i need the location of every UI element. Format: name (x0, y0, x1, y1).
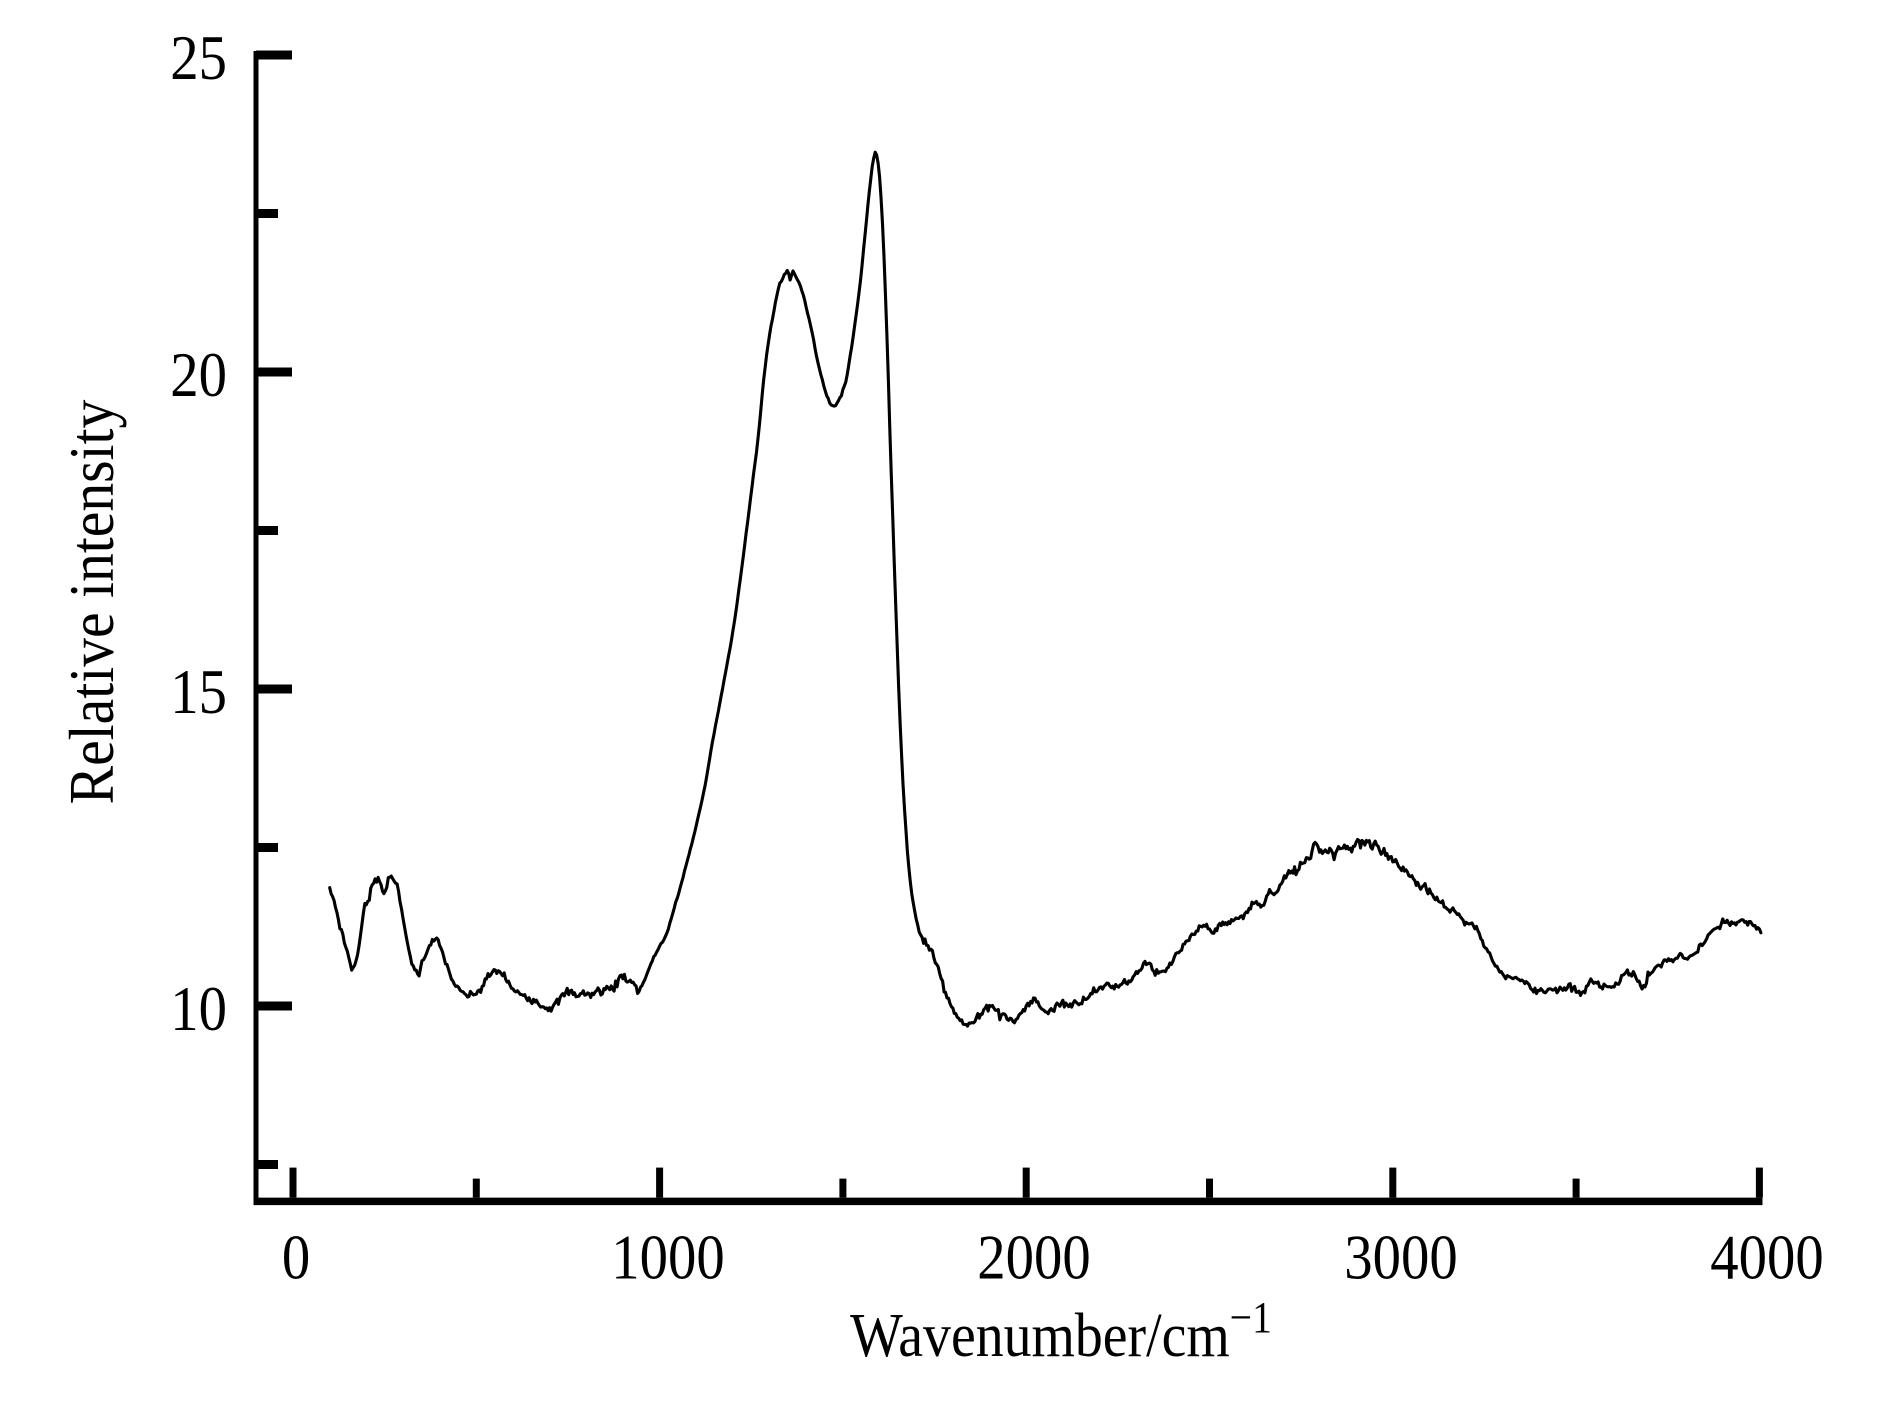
svg-text:Relative intensity: Relative intensity (57, 399, 127, 804)
svg-text:Wavenumber/cm−1: Wavenumber/cm−1 (850, 1294, 1272, 1370)
svg-text:20: 20 (170, 340, 227, 409)
svg-text:1000: 1000 (611, 1223, 724, 1292)
svg-text:2000: 2000 (977, 1223, 1090, 1292)
svg-text:3000: 3000 (1344, 1223, 1457, 1292)
svg-text:4000: 4000 (1710, 1223, 1823, 1292)
svg-text:10: 10 (170, 974, 227, 1043)
svg-text:0: 0 (282, 1223, 310, 1292)
svg-text:15: 15 (170, 657, 227, 726)
svg-text:25: 25 (170, 23, 227, 92)
